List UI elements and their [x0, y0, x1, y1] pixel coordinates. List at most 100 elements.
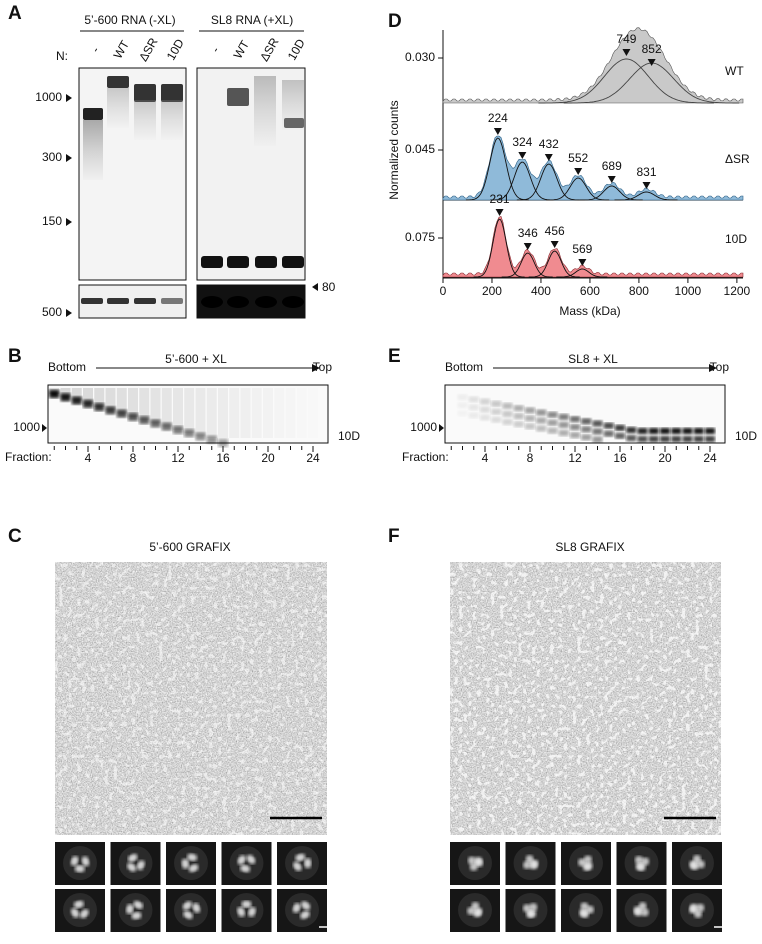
band: [458, 410, 468, 416]
direction-start: Bottom: [445, 360, 483, 374]
class-blob: [126, 907, 134, 915]
class-blob: [70, 859, 78, 867]
panel-title: 5’-600 GRAFIX: [149, 540, 230, 554]
band: [107, 76, 129, 88]
arrow-head: [709, 364, 717, 372]
fraction-label: 16: [216, 451, 230, 465]
gaussian-fit: [516, 163, 580, 201]
x-axis-label: Mass (kDa): [559, 304, 620, 318]
class-blob: [638, 902, 647, 911]
peak-marker: [578, 259, 587, 266]
gaussian-fit: [501, 252, 553, 278]
smear: [71, 388, 82, 401]
fraction-label: 20: [261, 451, 275, 465]
panel-title: SL8 GRAFIX: [555, 540, 624, 554]
panel-label: A: [8, 3, 22, 24]
peak-label: 224: [488, 111, 508, 125]
band: [161, 422, 172, 431]
smear: [254, 76, 276, 146]
band: [693, 428, 704, 434]
band: [128, 412, 138, 421]
class-blob: [634, 908, 643, 917]
axis-label: Fraction:: [5, 450, 52, 464]
size-marker: 1000: [13, 420, 40, 434]
smear: [308, 388, 318, 438]
class-halo: [63, 846, 97, 880]
band: [134, 84, 156, 102]
band: [626, 435, 637, 442]
peak-label: 231: [490, 192, 510, 206]
band: [547, 427, 558, 434]
band: [468, 412, 479, 419]
band: [525, 423, 535, 430]
size-marker: 300: [42, 150, 62, 164]
direction-start: Bottom: [48, 360, 86, 374]
class-blob: [474, 856, 483, 865]
direction-end: Top: [313, 360, 333, 374]
band: [491, 416, 502, 423]
y-tick-label: 0.030: [405, 50, 435, 64]
band: [227, 88, 249, 106]
smear: [83, 120, 103, 180]
lane-label: 10D: [285, 36, 308, 62]
gaussian-fit: [546, 177, 610, 201]
panel-label: E: [388, 346, 401, 367]
group-title: 5’-600 RNA (-XL): [84, 13, 175, 27]
band: [513, 421, 524, 428]
band: [603, 430, 614, 437]
band: [195, 432, 206, 441]
gaussian-fit: [538, 58, 714, 104]
peak-marker: [523, 243, 532, 250]
band: [502, 418, 513, 425]
class-blob: [248, 906, 256, 914]
smear: [240, 388, 251, 438]
class-halo: [229, 846, 264, 880]
class-blob: [81, 908, 89, 916]
band: [570, 424, 580, 431]
peak-label: 552: [568, 151, 588, 165]
band: [660, 428, 670, 434]
band: [201, 296, 223, 308]
band: [83, 108, 103, 120]
band: [139, 416, 150, 425]
band: [255, 296, 277, 308]
class-blob: [246, 854, 254, 862]
micrograph-particles: [450, 562, 721, 835]
smear: [263, 388, 273, 438]
band: [184, 429, 195, 438]
peak-marker: [550, 241, 559, 248]
row-label: ΔSR: [725, 152, 750, 166]
class-blob: [530, 859, 539, 868]
band: [468, 404, 479, 411]
class-blob: [191, 863, 199, 871]
class-halo: [118, 846, 153, 880]
band: [105, 406, 116, 415]
band: [150, 419, 161, 428]
lane-label: WT: [111, 37, 133, 61]
band: [502, 410, 513, 417]
band: [502, 402, 513, 409]
gaussian-fit: [528, 250, 580, 278]
band: [536, 425, 547, 432]
band: [284, 118, 304, 128]
y-axis-label: Normalized counts: [387, 100, 401, 199]
band: [682, 428, 693, 434]
histogram-area: [442, 27, 744, 104]
smear: [161, 388, 172, 427]
band: [558, 429, 569, 436]
band: [592, 420, 603, 427]
peak-marker: [574, 168, 583, 175]
class-blob: [584, 861, 593, 870]
micrograph-particles: [55, 562, 327, 835]
peak-marker: [622, 49, 631, 56]
y-tick-label: 0.045: [405, 142, 435, 156]
class-blob: [292, 906, 300, 914]
x-tick-label: 600: [580, 284, 600, 298]
band: [480, 406, 490, 413]
marker-arrow: [439, 424, 444, 432]
band: [626, 427, 637, 434]
peak-label: 324: [512, 135, 532, 149]
class-blob: [690, 862, 699, 871]
class-blob: [78, 865, 86, 873]
band: [107, 298, 129, 304]
